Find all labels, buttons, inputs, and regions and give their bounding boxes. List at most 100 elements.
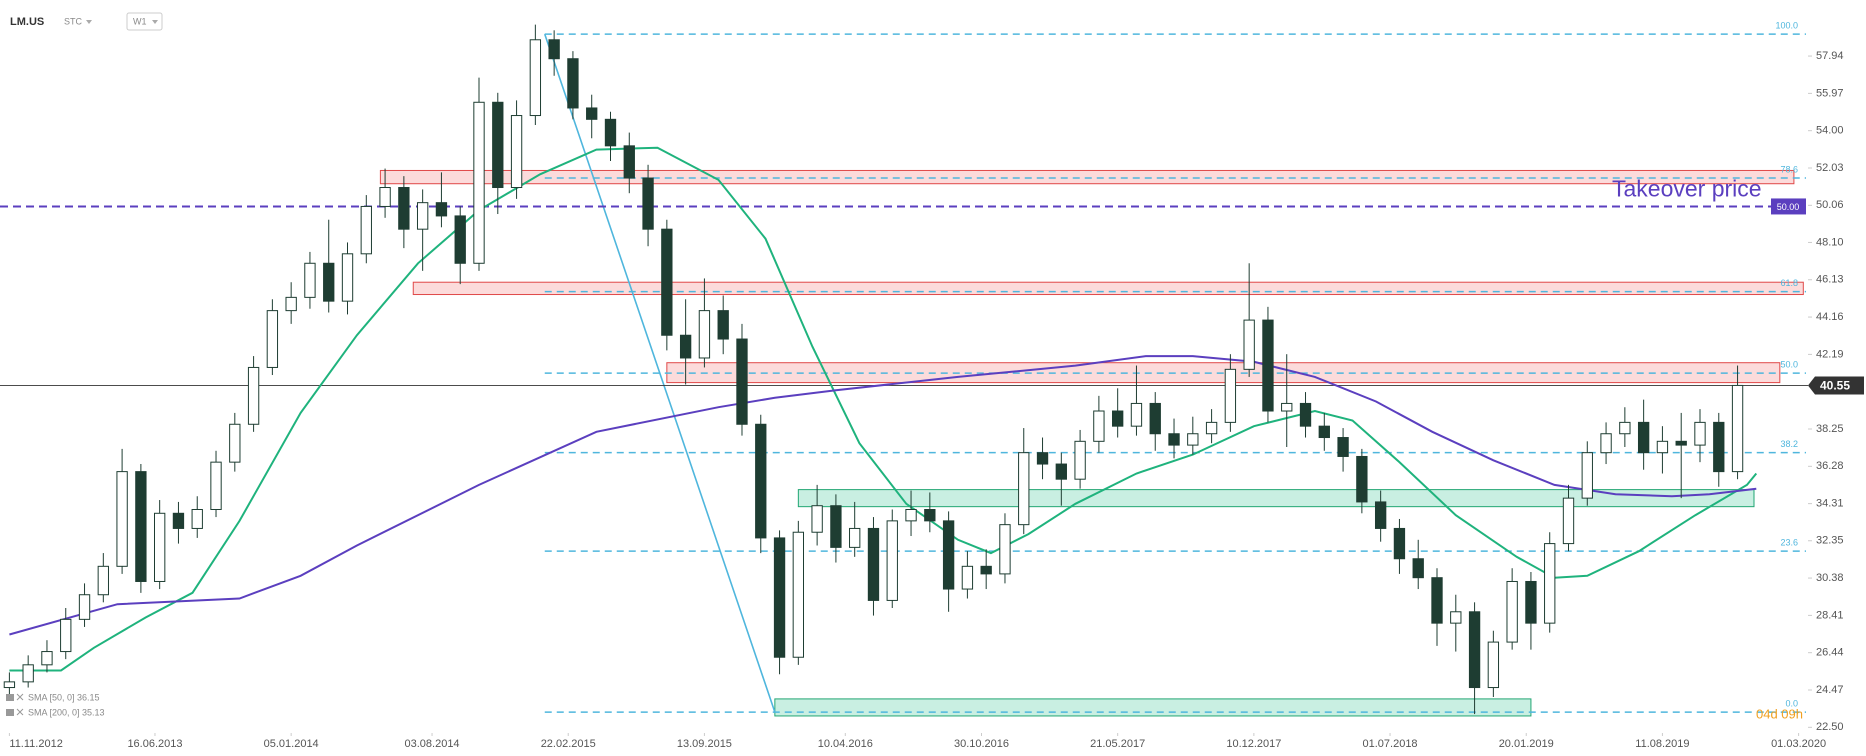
candle-body — [1205, 421, 1218, 435]
candle-body — [567, 58, 579, 109]
candle-body — [811, 505, 823, 533]
trend-line — [543, 33, 776, 713]
candle-body — [154, 512, 166, 582]
candle-body — [529, 39, 542, 117]
x-tick-label: 30.10.2016 — [954, 738, 1009, 750]
price-zone — [412, 281, 1804, 296]
y-tick-label: 34.31 — [1816, 498, 1844, 510]
candle-body — [416, 202, 429, 230]
last-price-box — [1808, 376, 1864, 395]
y-tick-label: 44.16 — [1816, 311, 1844, 323]
legend-icon[interactable] — [6, 694, 14, 701]
dropdown-arrow[interactable] — [152, 20, 158, 24]
x-tick-label: 10.04.2016 — [818, 738, 873, 750]
candle-body — [1130, 402, 1143, 427]
y-tick-label: 30.38 — [1816, 572, 1844, 584]
x-tick-label: 22.02.2015 — [541, 738, 596, 750]
candle-body — [304, 262, 316, 298]
candle-body — [1600, 433, 1612, 454]
candle-body — [1619, 421, 1631, 435]
candle-body — [698, 310, 711, 359]
candle-body — [229, 423, 241, 463]
candle-body — [1018, 452, 1030, 526]
candle-body — [830, 505, 842, 548]
candle-body — [1562, 497, 1575, 545]
x-tick-label: 16.06.2013 — [127, 738, 182, 750]
takeover-label: Takeover price — [1612, 176, 1762, 202]
price-zone — [797, 489, 1755, 508]
candle-body — [1093, 410, 1105, 442]
candle-body — [360, 205, 372, 255]
sma-line — [9, 355, 1757, 636]
y-tick-label: 54.00 — [1816, 125, 1844, 137]
candle-body — [586, 107, 598, 120]
candle-body — [604, 118, 617, 147]
candle-body — [135, 471, 147, 582]
candle-body — [980, 565, 992, 575]
candle-body — [999, 524, 1011, 575]
candle-body — [717, 310, 729, 340]
candle-body — [323, 262, 335, 302]
candle-body — [1224, 368, 1237, 423]
fib-level-label: 61.8 — [1780, 278, 1798, 288]
candle-body — [398, 187, 410, 230]
candle-body — [1036, 452, 1049, 465]
candle-body — [1450, 611, 1462, 624]
candle-body — [1299, 402, 1312, 427]
last-price-label: 40.55 — [1820, 379, 1850, 393]
candle-body — [1393, 527, 1406, 560]
candle-body — [1487, 641, 1500, 689]
candle-body — [1356, 455, 1368, 503]
candle-body — [3, 681, 16, 689]
candle-body — [41, 651, 53, 666]
x-tick-label: 11.08.2019 — [1635, 738, 1689, 750]
dropdown-arrow[interactable] — [86, 20, 92, 24]
fib-level-label: 0.0 — [1785, 699, 1798, 709]
candle-body — [1243, 319, 1255, 370]
candle-body — [755, 423, 767, 539]
candle-body — [210, 461, 222, 511]
candle-body — [1318, 425, 1330, 439]
price-zone — [774, 698, 1532, 717]
candle-body — [285, 296, 297, 312]
candle-body — [1506, 580, 1518, 643]
candle-body — [1525, 580, 1537, 624]
candle-body — [1694, 421, 1706, 446]
lines-layer — [0, 33, 1808, 713]
x-tick-label: 03.08.2014 — [405, 738, 460, 750]
candle-body — [435, 202, 448, 217]
legend: SMA [50, 0] 36.15 SMA [200, 0] 35.13 — [6, 692, 105, 717]
y-tick-label: 24.47 — [1816, 684, 1844, 696]
interval[interactable]: W1 — [133, 16, 147, 26]
y-tick-label: 55.97 — [1816, 87, 1844, 99]
legend-icon[interactable] — [6, 709, 14, 716]
candle-body — [792, 531, 805, 658]
candle-body — [379, 187, 391, 207]
candle-body — [247, 366, 260, 425]
candle-body — [473, 101, 485, 264]
interval-box[interactable] — [126, 12, 163, 31]
candle-body — [266, 310, 279, 368]
symbol: LM.US — [10, 16, 44, 28]
candle-body — [510, 115, 523, 189]
fib-level-label: 100.0 — [1775, 20, 1798, 30]
legend-close[interactable] — [16, 708, 24, 716]
x-tick-label: 11.11.2012 — [9, 738, 62, 750]
legend-close[interactable] — [16, 693, 24, 701]
candle-body — [1374, 501, 1387, 529]
candle-body — [454, 215, 466, 264]
candle-body — [1168, 433, 1180, 446]
candle-body — [1468, 611, 1481, 689]
y-tick-label: 32.35 — [1816, 535, 1844, 547]
candle-body — [773, 537, 786, 658]
candle-body — [867, 527, 880, 601]
candle-body — [172, 512, 185, 529]
candle-body — [116, 471, 128, 567]
candle-body — [1731, 384, 1744, 473]
fib-level-label: 50.0 — [1780, 360, 1798, 370]
y-tick-label: 36.28 — [1816, 460, 1844, 472]
price-zone — [379, 169, 1795, 185]
candles-layer — [3, 24, 1744, 715]
candle-body — [1412, 558, 1424, 579]
